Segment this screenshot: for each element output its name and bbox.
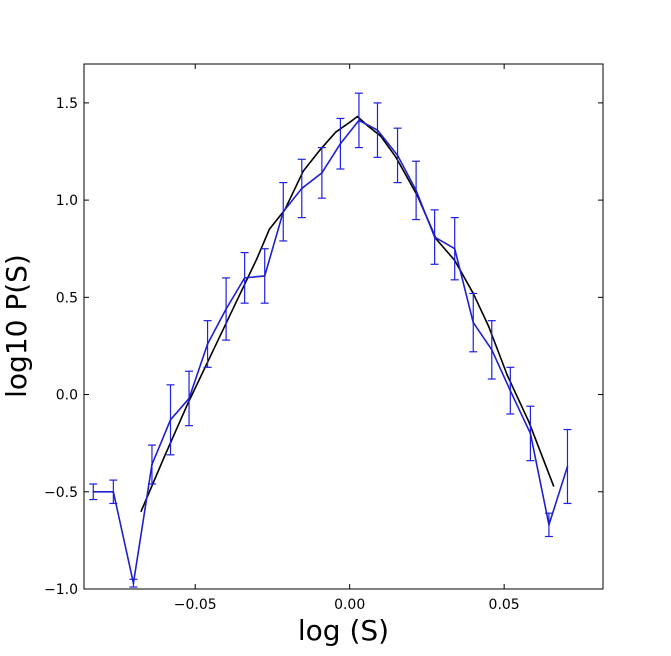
data-point <box>528 420 530 423</box>
data-point <box>319 148 322 151</box>
data-point <box>169 419 172 421</box>
data-point <box>453 247 456 250</box>
data-point <box>395 156 397 159</box>
data-point <box>140 510 142 513</box>
ticks: −0.05 0.00 0.05 −1.0 −0.5 0.0 0.5 1.0 1.5 <box>44 64 603 613</box>
x-axis-title: log (S) <box>298 614 389 647</box>
data-point <box>188 397 190 400</box>
y-tick-label: 0.0 <box>56 388 78 404</box>
y-tick-label: −0.5 <box>44 485 78 501</box>
data-point <box>339 142 342 145</box>
data-point <box>552 485 555 487</box>
x-tick-label: −0.05 <box>174 597 217 613</box>
y-tick-label: −1.0 <box>44 582 78 598</box>
data-point <box>487 325 490 328</box>
data-point <box>186 403 189 406</box>
data-point <box>509 389 512 392</box>
data-point <box>358 119 360 122</box>
data-point <box>548 524 550 526</box>
data-point <box>225 308 227 310</box>
data-point <box>263 275 266 277</box>
x-tick-label: 0.05 <box>489 597 520 613</box>
data-point <box>206 343 209 345</box>
data-point <box>529 432 532 435</box>
data-point <box>302 170 305 172</box>
data-point <box>415 189 417 192</box>
data-point <box>256 257 258 260</box>
data-point <box>243 277 246 279</box>
axes-frame <box>83 63 604 590</box>
data-point <box>132 582 135 584</box>
y-tick-label: 1.0 <box>56 193 78 209</box>
data-point <box>163 455 166 458</box>
data-point <box>490 349 493 351</box>
data-point <box>506 374 509 376</box>
y-tick-label: 0.5 <box>56 290 78 306</box>
data-point <box>356 115 359 118</box>
x-tick-label: 0.00 <box>334 597 365 613</box>
data-point <box>268 228 271 231</box>
data-point <box>433 236 436 238</box>
data-point <box>151 463 153 466</box>
series-0 <box>140 115 555 513</box>
data-point <box>112 490 115 493</box>
data-point <box>348 121 351 124</box>
series-1 <box>89 92 572 588</box>
data-point <box>376 129 379 131</box>
data-point <box>566 465 569 468</box>
data-point <box>209 354 212 357</box>
y-tick-label: 1.5 <box>56 96 78 112</box>
data-point <box>334 131 337 133</box>
data-point <box>233 306 235 308</box>
data-point <box>472 321 475 324</box>
data-point <box>92 490 95 493</box>
y-axis-title: log10 P(S) <box>0 254 33 398</box>
data-point <box>321 172 323 174</box>
series-line <box>93 119 569 584</box>
plot-area <box>89 92 572 588</box>
data-point <box>396 154 399 157</box>
series-line <box>140 115 555 512</box>
data-point <box>300 187 303 190</box>
data-point <box>282 210 285 213</box>
